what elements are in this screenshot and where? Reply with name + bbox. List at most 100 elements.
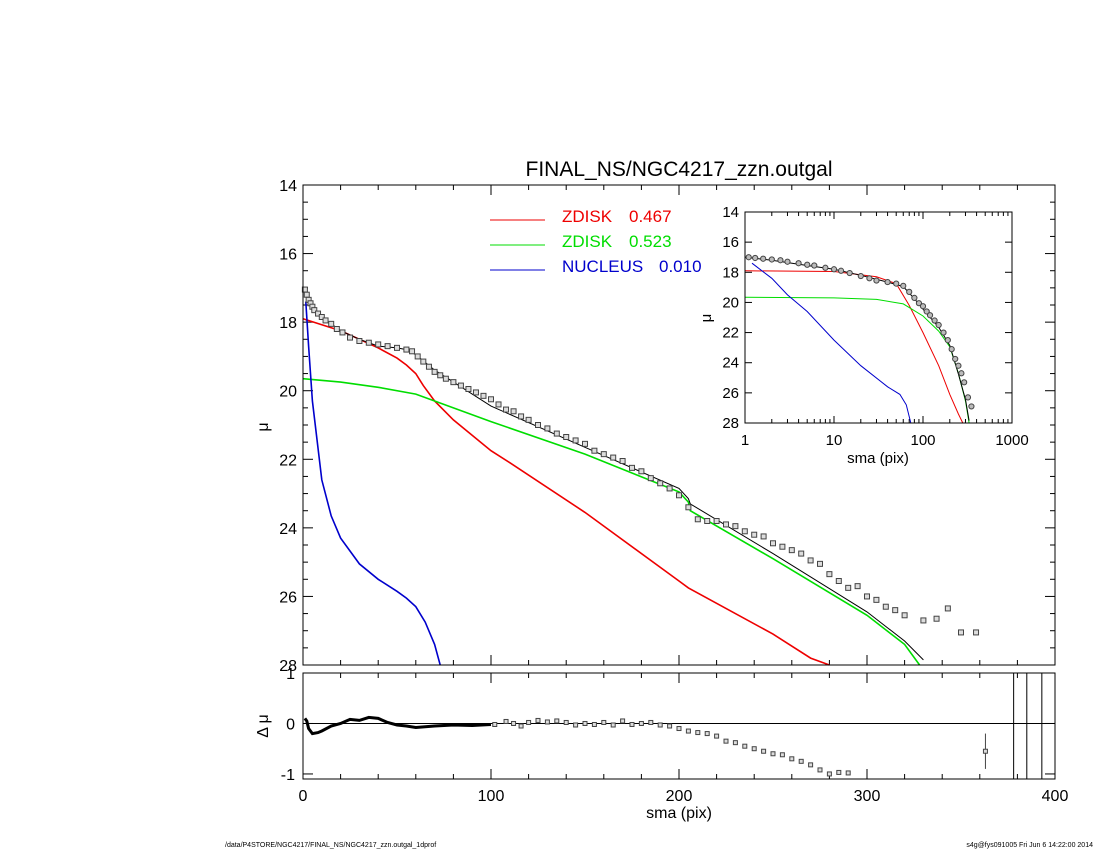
inset-ytick-label: 18 bbox=[722, 264, 739, 281]
main-data-point bbox=[420, 358, 427, 365]
residual-xtick-label: 100 bbox=[478, 788, 505, 805]
main-data-point bbox=[619, 458, 626, 464]
main-data-point bbox=[798, 550, 805, 557]
main-data-point bbox=[503, 406, 510, 413]
legend-value-zdisk-2: 0.523 bbox=[629, 232, 672, 251]
main-zdisk-0-467-line bbox=[302, 317, 830, 666]
main-data-point bbox=[450, 379, 457, 386]
main-data-point bbox=[303, 291, 310, 298]
main-ytick-label: 28 bbox=[279, 658, 297, 675]
inset-data-point bbox=[884, 278, 891, 286]
inset-data-point bbox=[958, 370, 965, 377]
residual-frame bbox=[302, 672, 1056, 780]
main-data-point bbox=[751, 531, 758, 538]
residual-residual-points-point bbox=[610, 722, 616, 728]
inset-data-point bbox=[900, 282, 907, 289]
main-data-point bbox=[591, 447, 598, 454]
main-data-point bbox=[414, 353, 421, 360]
main-data-point bbox=[328, 320, 335, 327]
inset-ytick-label: 14 bbox=[722, 204, 739, 221]
main-data-point bbox=[333, 326, 340, 332]
residual-residual-points-point bbox=[817, 767, 823, 773]
main-data-point bbox=[356, 338, 363, 344]
residual-residual-points-point bbox=[751, 746, 757, 752]
main-ytick-label: 18 bbox=[279, 315, 297, 332]
main-data-point bbox=[318, 314, 325, 320]
main-data-point bbox=[544, 425, 551, 432]
inset-ytick-label: 26 bbox=[722, 385, 739, 402]
legend-value-zdisk-1: 0.467 bbox=[629, 207, 672, 226]
inset-data-point bbox=[915, 300, 923, 307]
inset-grid: 14 16 18 20 22 24 26 281 10 100 1000 bbox=[722, 204, 1028, 449]
inset-data-point bbox=[760, 255, 767, 262]
main-data-point bbox=[610, 454, 617, 461]
legend-value-nucleus: 0.010 bbox=[659, 257, 702, 276]
main-data-point bbox=[535, 422, 541, 428]
inset-ytick-label: 28 bbox=[722, 415, 739, 432]
main-data-point bbox=[409, 348, 416, 355]
inset-background bbox=[745, 212, 1012, 423]
inset-data-point bbox=[830, 266, 838, 273]
main-data-point bbox=[779, 543, 786, 550]
inset-data-point bbox=[846, 269, 853, 277]
residual-xtick-label: 400 bbox=[1042, 788, 1069, 805]
residual-residual-points-point bbox=[511, 720, 517, 726]
main-data-point bbox=[442, 375, 449, 382]
residual-residual-points-point bbox=[742, 743, 748, 749]
inset-data-point bbox=[968, 403, 975, 410]
main-data-point bbox=[713, 518, 720, 524]
main-data-point bbox=[322, 317, 329, 324]
residual-residual-points-point bbox=[826, 771, 832, 777]
residual-ytick-label: 0 bbox=[286, 716, 295, 733]
inset-data-point bbox=[745, 254, 752, 261]
inset-data-point bbox=[961, 379, 968, 386]
main-data-point bbox=[495, 401, 502, 408]
main-data-point bbox=[685, 504, 692, 511]
residual-residual-points-point bbox=[582, 720, 588, 726]
legend-label-zdisk-1: ZDISK bbox=[562, 207, 613, 226]
main-data-point bbox=[845, 584, 852, 591]
main-ylabel: μ bbox=[255, 422, 272, 431]
main-data-point bbox=[480, 392, 487, 399]
main-series bbox=[301, 286, 980, 666]
residual-residual-line-line bbox=[303, 715, 492, 736]
residual-residual-points-point bbox=[845, 770, 851, 776]
residual-residual-points-point bbox=[601, 719, 607, 725]
main-ytick-label: 14 bbox=[279, 178, 297, 195]
residual-residual-points-point bbox=[779, 752, 785, 758]
main-data-point bbox=[901, 612, 908, 619]
inset-xtick-label: 1 bbox=[741, 432, 749, 449]
inset-data-point bbox=[837, 267, 845, 274]
residual-residual-points-point bbox=[492, 721, 498, 727]
inset-data-point bbox=[866, 275, 873, 282]
main-ytick-label: 16 bbox=[279, 247, 297, 264]
inset-data-point bbox=[948, 346, 955, 353]
residual-residual-points-point bbox=[676, 726, 682, 732]
footer-left: /data/P4STORE/NGC4217/FINAL_NS/NGC4217_z… bbox=[225, 842, 436, 849]
main-data-point bbox=[817, 560, 823, 567]
main-data-point bbox=[676, 492, 682, 499]
main-data-point bbox=[563, 434, 570, 440]
main-data-point bbox=[826, 571, 833, 578]
main-data-point bbox=[437, 372, 444, 379]
main-ytick-label: 24 bbox=[279, 521, 297, 538]
residual-xtick-label: 0 bbox=[299, 788, 308, 805]
main-panel: FINAL_NS/NGC4217_zzn.outgal 14 16 18 20 22 24… bbox=[255, 158, 1056, 675]
main-data-point bbox=[704, 518, 711, 524]
residual-residual-points-point bbox=[620, 718, 626, 724]
main-data-point bbox=[431, 368, 438, 375]
main-data-point bbox=[488, 396, 494, 403]
inset-data-point bbox=[768, 256, 775, 263]
main-zdisk-0-523-line bbox=[302, 377, 921, 666]
residual-residual-points-point bbox=[685, 728, 691, 734]
main-data-point bbox=[384, 343, 391, 350]
inset-xtick-label: 1000 bbox=[995, 432, 1028, 449]
inset-data-point bbox=[919, 303, 927, 310]
residual-panel: 10-10 100 200 300 400 Δ μ sma (pix) bbox=[255, 666, 1068, 822]
residual-residual-points-point bbox=[798, 758, 804, 764]
main-data-point bbox=[973, 629, 980, 636]
footer-right: s4g@fys091005 Fri Jun 6 14:22:00 2014 bbox=[966, 842, 1093, 849]
inset-data-point bbox=[804, 261, 811, 268]
main-ytick-label: 22 bbox=[279, 452, 297, 469]
residual-residual-points-point bbox=[667, 723, 673, 729]
